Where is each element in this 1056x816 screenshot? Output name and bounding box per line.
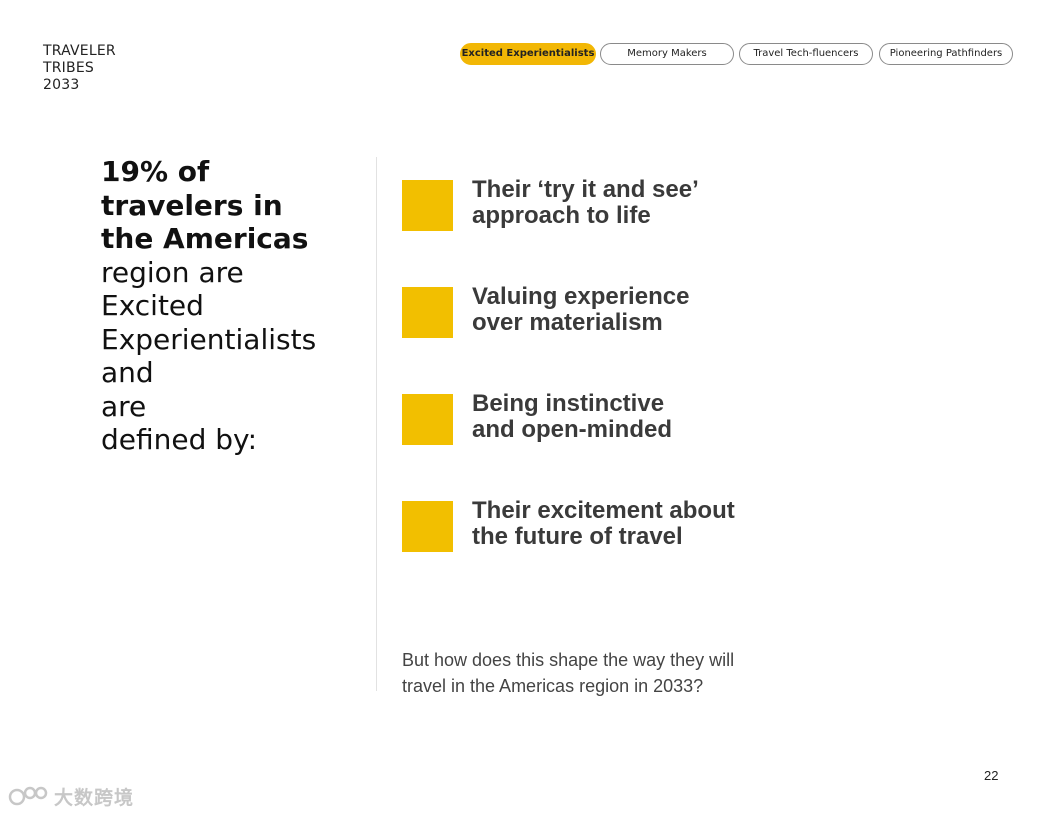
yellow-square-icon: [402, 501, 453, 552]
brand-line: TRIBES: [43, 60, 94, 76]
vertical-divider: [376, 157, 377, 691]
question-line: travel in the Americas region in 2033?: [402, 676, 704, 696]
headline-line: Excited: [101, 289, 204, 322]
brand-logo: TRAVELER TRIBES 2033: [43, 43, 116, 94]
headline: 19% of travelers in the Americas region …: [101, 155, 371, 457]
question-line: But how does this shape the way they wil…: [402, 650, 735, 670]
trait-text: Valuing experience over materialism: [472, 284, 802, 336]
page-number: 22: [984, 768, 999, 783]
headline-line: region are: [101, 255, 244, 289]
yellow-square-icon: [402, 180, 453, 231]
trait-line: Their excitement about: [472, 497, 735, 524]
closing-question: But how does this shape the way they wil…: [402, 647, 802, 699]
headline-line: are: [101, 389, 147, 423]
yellow-square-icon: [402, 394, 453, 445]
headline-line: defined by:: [101, 423, 258, 456]
trait-item: Their excitement about the future of tra…: [402, 498, 802, 553]
logo-icon: [8, 786, 48, 806]
headline-bold-line: the Americas: [101, 222, 309, 255]
trait-item: Valuing experience over materialism: [402, 284, 802, 339]
trait-item: Being instinctive and open-minded: [402, 391, 802, 446]
tab-travel-tech-fluencers[interactable]: Travel Tech-fluencers: [739, 43, 873, 65]
trait-item: Their ‘try it and see’ approach to life: [402, 177, 802, 232]
trait-line: over materialism: [472, 309, 663, 336]
tab-pioneering-pathfinders[interactable]: Pioneering Pathfinders: [879, 43, 1013, 65]
tab-memory-makers[interactable]: Memory Makers: [600, 43, 734, 65]
trait-line: Valuing experience: [472, 283, 690, 310]
trait-line: and open-minded: [472, 416, 672, 443]
trait-text: Their ‘try it and see’ approach to life: [472, 177, 802, 229]
headline-line: Experientialists and: [101, 322, 317, 390]
trait-text: Being instinctive and open-minded: [472, 391, 802, 443]
headline-bold-line: 19% of: [101, 155, 210, 188]
trait-text: Their excitement about the future of tra…: [472, 498, 802, 550]
headline-bold-line: travelers in: [101, 188, 283, 222]
tab-excited-experientialists[interactable]: Excited Experientialists: [460, 43, 596, 65]
trait-line: the future of travel: [472, 523, 683, 550]
watermark-text: 大数跨境: [54, 786, 135, 809]
trait-line: Their ‘try it and see’: [472, 176, 699, 203]
trait-line: approach to life: [472, 202, 651, 229]
trait-line: Being instinctive: [472, 390, 665, 417]
yellow-square-icon: [402, 287, 453, 338]
watermark: 大数跨境: [8, 782, 134, 810]
brand-line: 2033: [43, 77, 80, 93]
brand-line: TRAVELER: [43, 43, 116, 59]
